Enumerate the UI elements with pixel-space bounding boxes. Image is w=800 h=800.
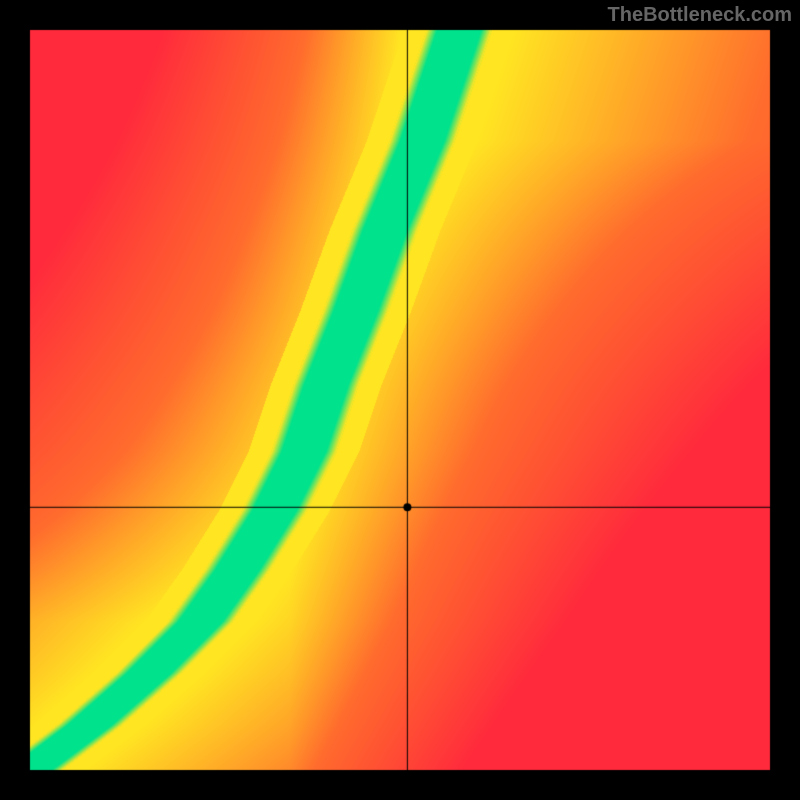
watermark-text: TheBottleneck.com [608,4,792,27]
chart-container: TheBottleneck.com [0,0,800,800]
heatmap-canvas [0,0,800,800]
